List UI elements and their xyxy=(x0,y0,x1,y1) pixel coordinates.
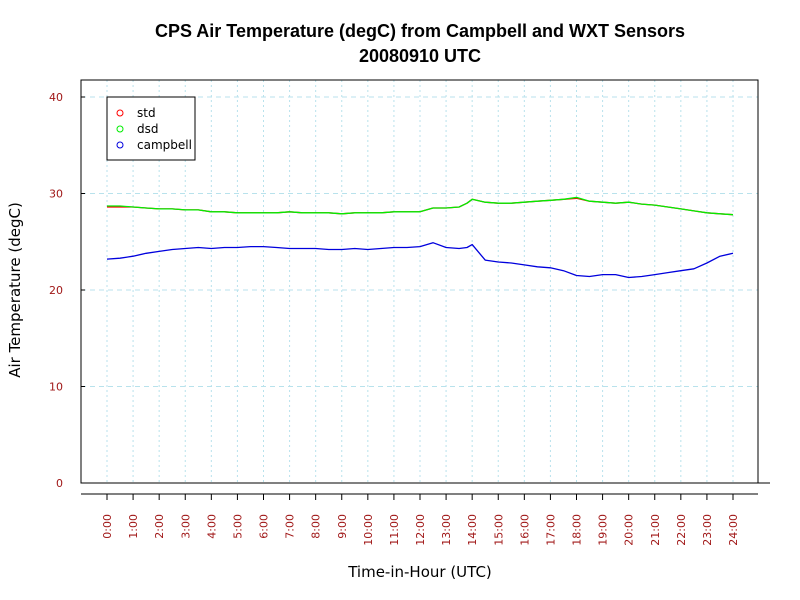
x-tick-label: 2:00 xyxy=(153,514,166,539)
y-tick-label: 0 xyxy=(56,477,63,490)
x-tick-label: 7:00 xyxy=(284,514,297,539)
x-tick-label: 19:00 xyxy=(597,514,610,546)
x-tick-label: 22:00 xyxy=(675,514,688,546)
x-tick-label: 14:00 xyxy=(466,514,479,546)
x-tick-label: 10:00 xyxy=(362,514,375,546)
x-tick-label: 9:00 xyxy=(336,514,349,539)
x-tick-label: 0:00 xyxy=(101,514,114,539)
legend-label-std: std xyxy=(137,106,156,120)
x-tick-label: 15:00 xyxy=(492,514,505,546)
x-tick-label: 5:00 xyxy=(231,514,244,539)
x-tick-label: 1:00 xyxy=(127,514,140,539)
plot-frame xyxy=(80,79,759,484)
legend: std dsd campbell xyxy=(106,96,196,161)
x-tick-label: 13:00 xyxy=(440,514,453,546)
x-tick-label: 21:00 xyxy=(649,514,662,546)
y-tick-label: 20 xyxy=(49,284,63,297)
y-axis: 0 10 20 30 40 xyxy=(49,91,85,490)
legend-marker-dsd xyxy=(116,125,124,133)
series-line-campbell xyxy=(106,242,734,279)
y-tick-label: 10 xyxy=(49,381,63,394)
x-tick-label: 8:00 xyxy=(310,514,323,539)
x-tick-label: 24:00 xyxy=(727,514,740,546)
x-axis-label: Time-in-Hour (UTC) xyxy=(347,563,492,581)
x-tick-label: 11:00 xyxy=(388,514,401,546)
legend-label-campbell: campbell xyxy=(137,138,192,152)
x-tick-label: 20:00 xyxy=(623,514,636,546)
legend-box xyxy=(106,96,196,161)
grid xyxy=(81,80,758,484)
x-tick-label: 6:00 xyxy=(258,514,271,539)
x-tick-label: 3:00 xyxy=(179,514,192,539)
x-tick-label: 18:00 xyxy=(571,514,584,546)
x-tick-label: 4:00 xyxy=(205,514,218,539)
x-axis: 0:00 1:00 2:00 3:00 4:00 5:00 6:00 7:00 8:00 9:00… xyxy=(81,482,770,546)
x-tick-label: 12:00 xyxy=(414,514,427,546)
chart-title: CPS Air Temperature (degC) from Campbell… xyxy=(155,21,685,41)
x-tick-label: 17:00 xyxy=(544,514,557,546)
legend-marker-campbell xyxy=(116,141,124,149)
series-lines xyxy=(106,196,734,279)
y-tick-label: 40 xyxy=(49,91,63,104)
y-axis-label: Air Temperature (degC) xyxy=(6,202,24,378)
y-tick-label: 30 xyxy=(49,188,63,201)
legend-label-dsd: dsd xyxy=(137,122,159,136)
legend-marker-std xyxy=(116,109,124,117)
x-tick-label: 16:00 xyxy=(518,514,531,546)
x-tick-label: 23:00 xyxy=(701,514,714,546)
series-line-dsd xyxy=(107,196,734,216)
chart-subtitle: 20080910 UTC xyxy=(359,46,481,66)
